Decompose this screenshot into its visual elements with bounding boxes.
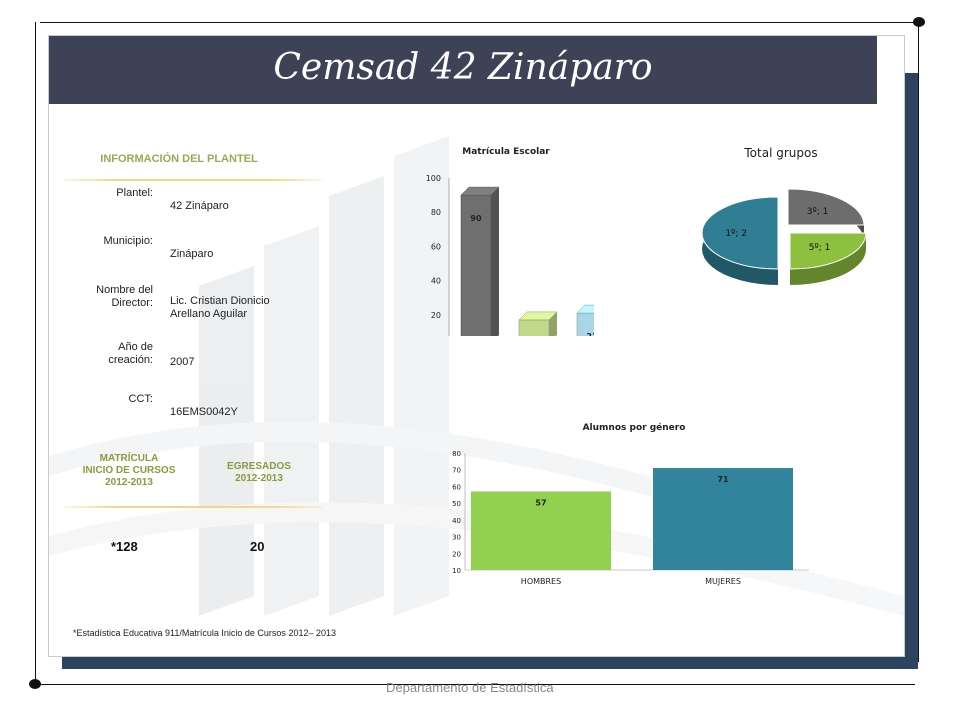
info-label-plantel: Plantel: bbox=[116, 187, 153, 199]
matricula-escolar-chart: Matrícula Escolar020406080100901º173º215… bbox=[426, 147, 594, 336]
bar-side bbox=[549, 311, 557, 336]
y-tick-label: 100 bbox=[426, 174, 441, 183]
y-tick-label: 40 bbox=[452, 517, 461, 525]
bar-top bbox=[576, 304, 594, 314]
page-title: Cemsad 42 Zináparo bbox=[273, 47, 653, 88]
pie-slice-side bbox=[790, 233, 866, 285]
bar-value-label: 90 bbox=[470, 214, 482, 223]
matricula-heading: MATRÍCULA INICIO DE CURSOS 2012-2013 bbox=[69, 453, 189, 489]
x-tick-label: MUJERES bbox=[705, 577, 741, 586]
slide-frame: Cemsad 42 Zináparo INFORMACIÓN DEL PLANT… bbox=[48, 35, 905, 657]
corner-line-bottom bbox=[35, 684, 915, 685]
corner-line-left bbox=[35, 22, 36, 684]
pie-slice-label: 1º; 2 bbox=[725, 229, 747, 239]
egresados-heading: EGRESADOS 2012-2013 bbox=[209, 461, 309, 485]
y-tick-label: 50 bbox=[452, 500, 461, 508]
footer-text: Departamento de Estadística bbox=[386, 680, 554, 695]
info-label-director: Nombre del Director: bbox=[96, 284, 153, 309]
corner-line-top bbox=[40, 22, 920, 23]
info-value-director: Lic. Cristian Dionicio Arellano Aguilar bbox=[170, 295, 270, 320]
info-label-anio: Año de creación: bbox=[108, 341, 153, 366]
y-tick-label: 60 bbox=[431, 242, 441, 251]
matricula-heading-line1: MATRÍCULA bbox=[99, 453, 159, 464]
pie-slice bbox=[701, 196, 779, 270]
total-grupos-chart: Total grupos 1º; 2 3º; 1 5º; 1 bbox=[701, 146, 867, 285]
egresados-value: 20 bbox=[250, 539, 265, 554]
pie-slice bbox=[789, 232, 867, 270]
y-tick-label: 70 bbox=[452, 467, 461, 475]
info-value-plantel: 42 Zináparo bbox=[170, 200, 229, 212]
bar-value-label: 71 bbox=[717, 475, 729, 484]
y-tick-label: 20 bbox=[431, 311, 441, 320]
title-bar: Cemsad 42 Zináparo bbox=[49, 36, 877, 104]
bar bbox=[653, 468, 793, 570]
pie-slice-label: 3º; 1 bbox=[807, 207, 829, 217]
bar bbox=[460, 194, 492, 336]
pie-slice bbox=[787, 188, 865, 226]
corner-dot-top-right bbox=[913, 17, 925, 27]
chart-title: Total grupos bbox=[743, 146, 817, 160]
info-label-municipio: Municipio: bbox=[103, 235, 153, 247]
pie-slice-group: 3º; 1 bbox=[787, 188, 865, 241]
egresados-heading-line2: 2012-2013 bbox=[235, 473, 283, 484]
corner-line-right bbox=[918, 22, 919, 662]
chart-title: Alumnos por género bbox=[583, 422, 686, 433]
y-tick-label: 80 bbox=[452, 450, 461, 458]
info-heading: INFORMACIÓN DEL PLANTEL bbox=[100, 153, 258, 165]
y-tick-label: 30 bbox=[452, 534, 461, 542]
info-divider bbox=[63, 179, 323, 181]
pie-slice-label: 5º; 1 bbox=[809, 243, 831, 253]
alumnos-genero-chart: Alumnos por género 10 20 30 40 50 60 70 80 57 HOMB… bbox=[452, 422, 809, 586]
y-tick-label: 80 bbox=[431, 208, 441, 217]
info-value-municipio: Zináparo bbox=[170, 248, 214, 260]
bar bbox=[471, 491, 611, 570]
matricula-heading-line3: 2012-2013 bbox=[105, 477, 153, 488]
info-label-cct: CCT: bbox=[128, 393, 153, 405]
info-value-cct: 16EMS0042Y bbox=[170, 406, 238, 418]
matricula-value: *128 bbox=[111, 539, 138, 554]
bar-value-label: 21 bbox=[586, 332, 594, 336]
y-tick-label: 10 bbox=[452, 567, 461, 575]
pie-slice-group: 1º; 2 bbox=[701, 196, 779, 285]
y-tick-label: 40 bbox=[431, 277, 441, 286]
bar-value-label: 57 bbox=[535, 498, 546, 507]
chart-title: Matrícula Escolar bbox=[462, 147, 550, 157]
footnote: *Estadística Educativa 911/Matrícula Ini… bbox=[73, 628, 336, 638]
stats-divider bbox=[63, 506, 323, 508]
matricula-heading-line2: INICIO DE CURSOS bbox=[82, 465, 176, 476]
corner-dot-bottom-left bbox=[29, 679, 41, 689]
bar bbox=[518, 319, 550, 336]
info-value-anio: 2007 bbox=[170, 356, 195, 368]
x-tick-label: HOMBRES bbox=[521, 577, 561, 586]
egresados-heading-line1: EGRESADOS bbox=[227, 461, 291, 472]
y-tick-label: 60 bbox=[452, 483, 461, 491]
y-tick-label: 20 bbox=[452, 550, 461, 558]
pie-slice-group: 5º; 1 bbox=[789, 232, 867, 285]
bar-side bbox=[491, 187, 499, 336]
